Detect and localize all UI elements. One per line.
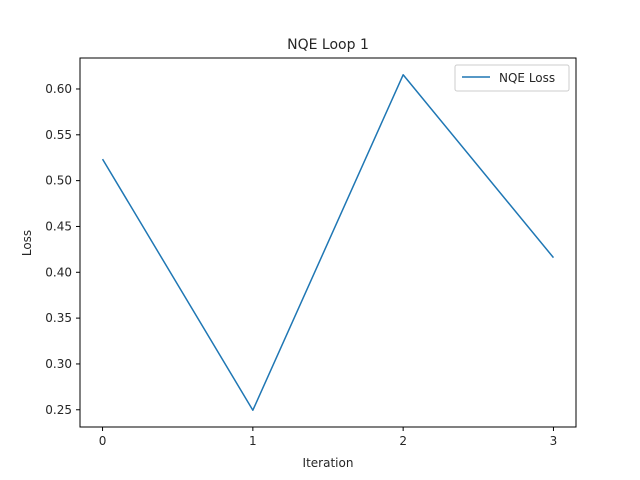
y-tick-label: 0.45 [45,219,72,233]
plot-area [79,57,577,428]
y-tick-label: 0.60 [45,82,72,96]
x-tick-label: 1 [249,434,257,448]
y-tick-label: 0.30 [45,357,72,371]
y-tick-label: 0.40 [45,265,72,279]
legend: NQE Loss [454,64,570,92]
series-line-nqe-loss [101,74,555,411]
x-tick-label: 0 [99,434,107,448]
x-tick-label: 2 [399,434,407,448]
legend-label-nqe-loss: NQE Loss [499,71,555,85]
x-tick-label: 3 [550,434,558,448]
y-tick-label: 0.50 [45,174,72,188]
legend-box [454,64,570,92]
y-tick-label: 0.25 [45,403,72,417]
y-tick-label: 0.35 [45,311,72,325]
chart-title: NQE Loop 1 [287,37,369,53]
x-axis-label: Iteration [303,456,354,470]
y-tick-label: 0.55 [45,128,72,142]
y-axis-label: Loss [20,230,34,256]
x-axis: 0 1 2 3 [99,427,558,448]
series-layer [101,74,555,411]
y-axis: 0.25 0.30 0.35 0.40 0.45 0.50 0.55 0.60 [45,82,80,417]
